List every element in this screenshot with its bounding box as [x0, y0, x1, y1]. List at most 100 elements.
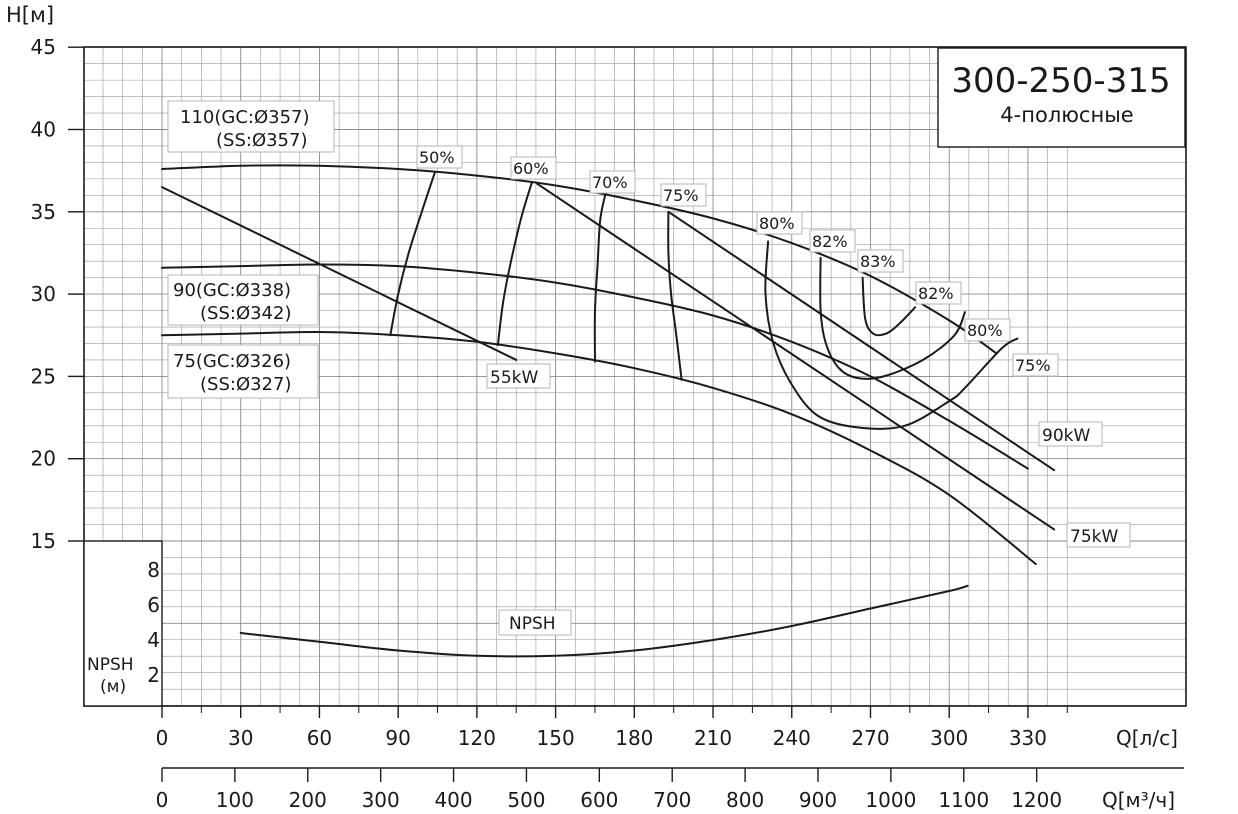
x2-tick-label: 700	[653, 788, 691, 812]
eff-label-75: 75%	[663, 186, 699, 205]
x-axis-label-m3h: Q[м³/ч]	[1102, 788, 1175, 812]
npsh-axis-ticks: 2 4 6 8	[147, 558, 160, 687]
x-tick-label: 120	[458, 726, 496, 750]
x2-tick-label: 600	[580, 788, 618, 812]
y-axis-ticks: 15 20 25 30 35 40 45	[31, 35, 84, 553]
x-tick-label: 240	[773, 726, 811, 750]
curve-label-box-90	[167, 274, 319, 326]
curve-label-90-line1: 90(GC:Ø338)	[173, 280, 291, 301]
head-curve-110	[161, 164, 998, 355]
eff-label-80: 80%	[759, 214, 795, 233]
efficiency-labels: 50% 60% 70% 75% 80% 82% 83% 82% 80% 75%	[416, 145, 1059, 377]
y-tick-label: 35	[31, 200, 56, 224]
title-box	[937, 47, 1186, 148]
power-lines	[161, 182, 1056, 531]
efficiency-curve-80pct	[764, 240, 1019, 430]
efficiency-curve-75pct	[667, 210, 683, 381]
head-curves	[161, 164, 1037, 565]
x2-tick-label: 500	[507, 788, 545, 812]
head-curve-90	[161, 263, 1029, 470]
y-tick-label: 20	[31, 447, 56, 471]
eff-label-82: 82%	[812, 232, 848, 251]
power-label-75kw: 75kW	[1070, 527, 1118, 547]
eff-label-80b: 80%	[967, 321, 1003, 340]
eff-label-box-60	[510, 156, 557, 180]
y-tick-label: 30	[31, 282, 56, 306]
x2-tick-label: 900	[799, 788, 837, 812]
x-axis-ticks-m3h: 0 100 200 300 400 500 600 700 800 900 1000 1100 1200	[156, 768, 1062, 812]
x2-tick-label: 1000	[865, 788, 916, 812]
eff-label-box-80	[756, 211, 803, 235]
chart-subtitle: 4-полюсные	[1000, 103, 1133, 127]
efficiency-curve-82pct	[819, 256, 966, 380]
efficiency-curve-60pct	[496, 181, 533, 347]
x2-tick-label: 800	[726, 788, 764, 812]
head-curve-75	[161, 330, 1037, 565]
y-tick-label: 45	[31, 35, 56, 59]
power-label-90kw: 90kW	[1042, 426, 1090, 446]
power-line-55kW	[161, 186, 518, 361]
x-tick-label: 180	[615, 726, 653, 750]
x-tick-label: 30	[228, 726, 253, 750]
npsh-axis-unit: (м)	[100, 677, 126, 697]
eff-label-box-82b	[915, 281, 962, 305]
curve-label-110-line1: 110(GC:Ø357)	[180, 107, 310, 128]
x-tick-label: 90	[385, 726, 410, 750]
eff-label-60: 60%	[513, 159, 549, 178]
npsh-curve-label: NPSH	[509, 614, 556, 634]
npsh-axis-label: NPSH	[87, 655, 134, 675]
npsh-tick-label: 6	[147, 593, 160, 617]
eff-label-box-75	[660, 183, 707, 207]
eff-label-70: 70%	[592, 173, 628, 192]
y-axis-label: H[м]	[6, 3, 54, 27]
eff-label-box-75b	[1012, 353, 1059, 377]
x-tick-label: 330	[1009, 726, 1047, 750]
power-label-box-75	[1066, 522, 1131, 548]
eff-label-box-80b	[964, 318, 1011, 342]
x2-tick-label: 200	[289, 788, 327, 812]
x2-tick-label: 0	[156, 788, 169, 812]
eff-label-82b: 82%	[918, 284, 954, 303]
x-tick-label: 270	[851, 726, 889, 750]
y-tick-label: 40	[31, 118, 56, 142]
eff-label-box-50	[416, 145, 463, 169]
x-axis-ticks-ls: 0 30 60 90 120 150 180 210 240 270 300 330	[156, 706, 1068, 750]
curve-label-75-line1: 75(GC:Ø326)	[173, 351, 291, 372]
x-tick-label: 60	[307, 726, 332, 750]
x2-tick-label: 100	[216, 788, 254, 812]
x2-tick-label: 1200	[1011, 788, 1062, 812]
curve-label-box-75	[167, 344, 319, 399]
npsh-tick-label: 8	[147, 558, 160, 582]
curve-label-110-line2: (SS:Ø357)	[216, 130, 308, 151]
efficiency-curve-70pct	[593, 192, 607, 363]
eff-label-box-83	[857, 249, 904, 273]
y-tick-label: 25	[31, 364, 56, 388]
curve-label-box-110	[167, 100, 335, 153]
npsh-tick-label: 4	[147, 628, 160, 652]
x2-tick-label: 300	[362, 788, 400, 812]
x-axis-label: Q[л/с]	[1116, 726, 1178, 750]
chart-title: 300-250-315	[951, 61, 1170, 101]
x-tick-label: 210	[694, 726, 732, 750]
x-tick-label: 300	[930, 726, 968, 750]
x-tick-label: 0	[156, 726, 169, 750]
efficiency-curve-83pct	[861, 276, 917, 337]
npsh-panel	[83, 540, 163, 707]
efficiency-curves	[389, 171, 1019, 430]
eff-label-box-82	[809, 229, 856, 253]
y-tick-label: 15	[31, 529, 56, 553]
curve-label-75-line2: (SS:Ø327)	[200, 374, 292, 395]
curve-label-90-line2: (SS:Ø342)	[200, 303, 292, 324]
power-label-box-55	[486, 363, 551, 389]
x2-tick-label: 400	[434, 788, 472, 812]
efficiency-curve-50pct	[389, 171, 436, 337]
x-tick-label: 150	[537, 726, 575, 750]
power-line-90kW	[667, 210, 1056, 472]
power-line-75kW	[536, 182, 1056, 531]
x2-tick-label: 1100	[938, 788, 989, 812]
power-label-box-90	[1038, 421, 1103, 447]
eff-label-box-70	[589, 170, 636, 194]
npsh-curve-group	[239, 584, 969, 658]
power-label-55kw: 55kW	[490, 368, 538, 388]
